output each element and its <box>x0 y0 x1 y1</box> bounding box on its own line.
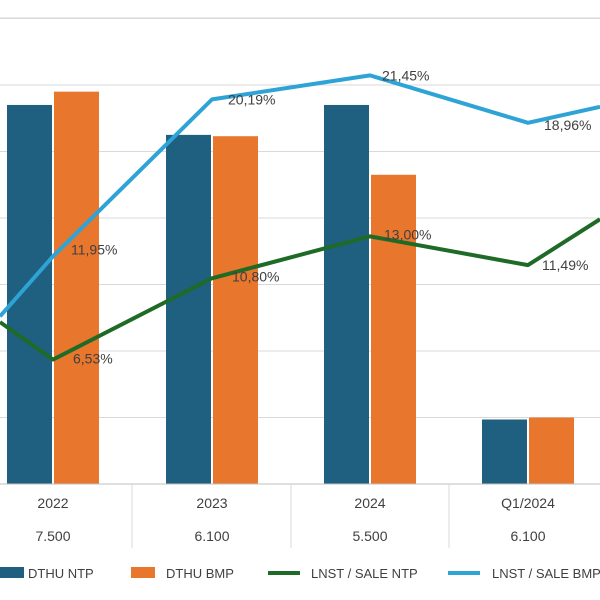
data-label: 11,95% <box>71 241 117 257</box>
bars <box>7 91 574 485</box>
line-lnst-sale-bmp <box>0 73 600 318</box>
data-label: 20,19% <box>228 91 275 107</box>
x-tick-label: 2023 <box>196 495 227 511</box>
x-tick-sublabel: 5.500 <box>352 528 387 544</box>
legend-swatch <box>0 567 24 578</box>
line-lnst-sale-ntp <box>0 217 600 362</box>
lines: 6,53% 10,80% 13,00% 11,49% 11,95% 20,19% 21,45… <box>0 67 600 367</box>
bar-dthu-ntp <box>166 134 211 484</box>
legend-label: DTHU NTP <box>28 566 94 581</box>
x-tick-sublabel: 6.100 <box>194 528 229 544</box>
legend-swatch <box>131 567 155 578</box>
bar-dthu-ntp <box>482 419 527 484</box>
data-label: 6,53% <box>73 351 113 367</box>
bar-dthu-ntp <box>324 104 369 484</box>
data-label: 21,45% <box>382 67 429 83</box>
x-tick-sublabel: 6.100 <box>510 528 545 544</box>
x-tick-label: Q1/2024 <box>501 495 555 511</box>
x-tick-label: 2022 <box>37 495 68 511</box>
legend-label: DTHU BMP <box>166 566 234 581</box>
data-label: 11,49% <box>542 257 588 273</box>
legend: DTHU NTP DTHU BMP LNST / SALE NTP LNST / SA… <box>0 566 600 581</box>
x-tick-label: 2024 <box>354 495 385 511</box>
legend-label: LNST / SALE BMP <box>492 566 600 581</box>
x-tick-sublabel: 7.500 <box>35 528 70 544</box>
bar-dthu-bmp <box>213 136 258 484</box>
legend-label: LNST / SALE NTP <box>311 566 418 581</box>
bar-dthu-bmp <box>371 174 416 484</box>
bar-dthu-bmp <box>54 91 99 485</box>
data-label: 10,80% <box>232 268 279 284</box>
bar-dthu-bmp <box>529 417 574 484</box>
x-axis: 2022 7.500 2023 6.100 2024 5.500 Q1/2024 6.100 <box>0 483 600 548</box>
bar-dthu-ntp <box>7 104 52 484</box>
data-label: 18,96% <box>544 117 591 133</box>
data-label: 13,00% <box>384 226 431 242</box>
